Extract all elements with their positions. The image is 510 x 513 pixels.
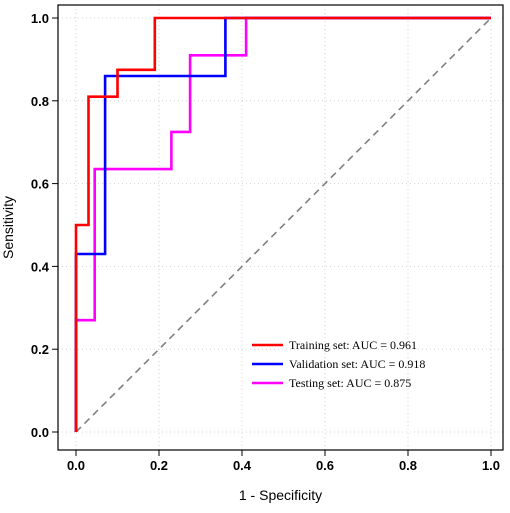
y-tick-label: 0.4 [31,259,50,274]
roc-series-line [74,16,491,432]
y-tick-label: 0.2 [31,342,49,357]
x-axis-title: 1 - Specificity [239,487,322,503]
x-tick-label: 0.6 [316,458,334,473]
roc-series-line [74,16,491,432]
x-tick-label: 1.0 [482,458,500,473]
y-tick-label: 1.0 [31,11,49,26]
x-tick-label: 0.8 [399,458,417,473]
x-tick-label: 0.4 [233,458,252,473]
x-tick-label: 0.2 [150,458,168,473]
reference-diagonal-line [75,17,492,433]
y-tick-label: 0.6 [31,177,49,192]
legend-label: Testing set: AUC = 0.875 [289,376,411,390]
x-axis-ticks: 0.0 0.2 0.4 0.6 0.8 1.0 [67,450,500,473]
x-tick-label: 0.0 [67,458,85,473]
plot-frame [57,4,504,451]
y-tick-label: 0.8 [31,94,49,109]
y-tick-label: 0.0 [31,425,49,440]
y-axis-title: Sensitivity [0,196,16,259]
legend-label: Training set: AUC = 0.961 [289,338,417,352]
series-lines [74,16,491,432]
legend-label: Validation set: AUC = 0.918 [289,357,425,371]
y-axis-ticks: 0.0 0.2 0.4 0.6 0.8 1.0 [31,11,58,440]
legend: Training set: AUC = 0.961 Validation set:… [252,338,425,390]
